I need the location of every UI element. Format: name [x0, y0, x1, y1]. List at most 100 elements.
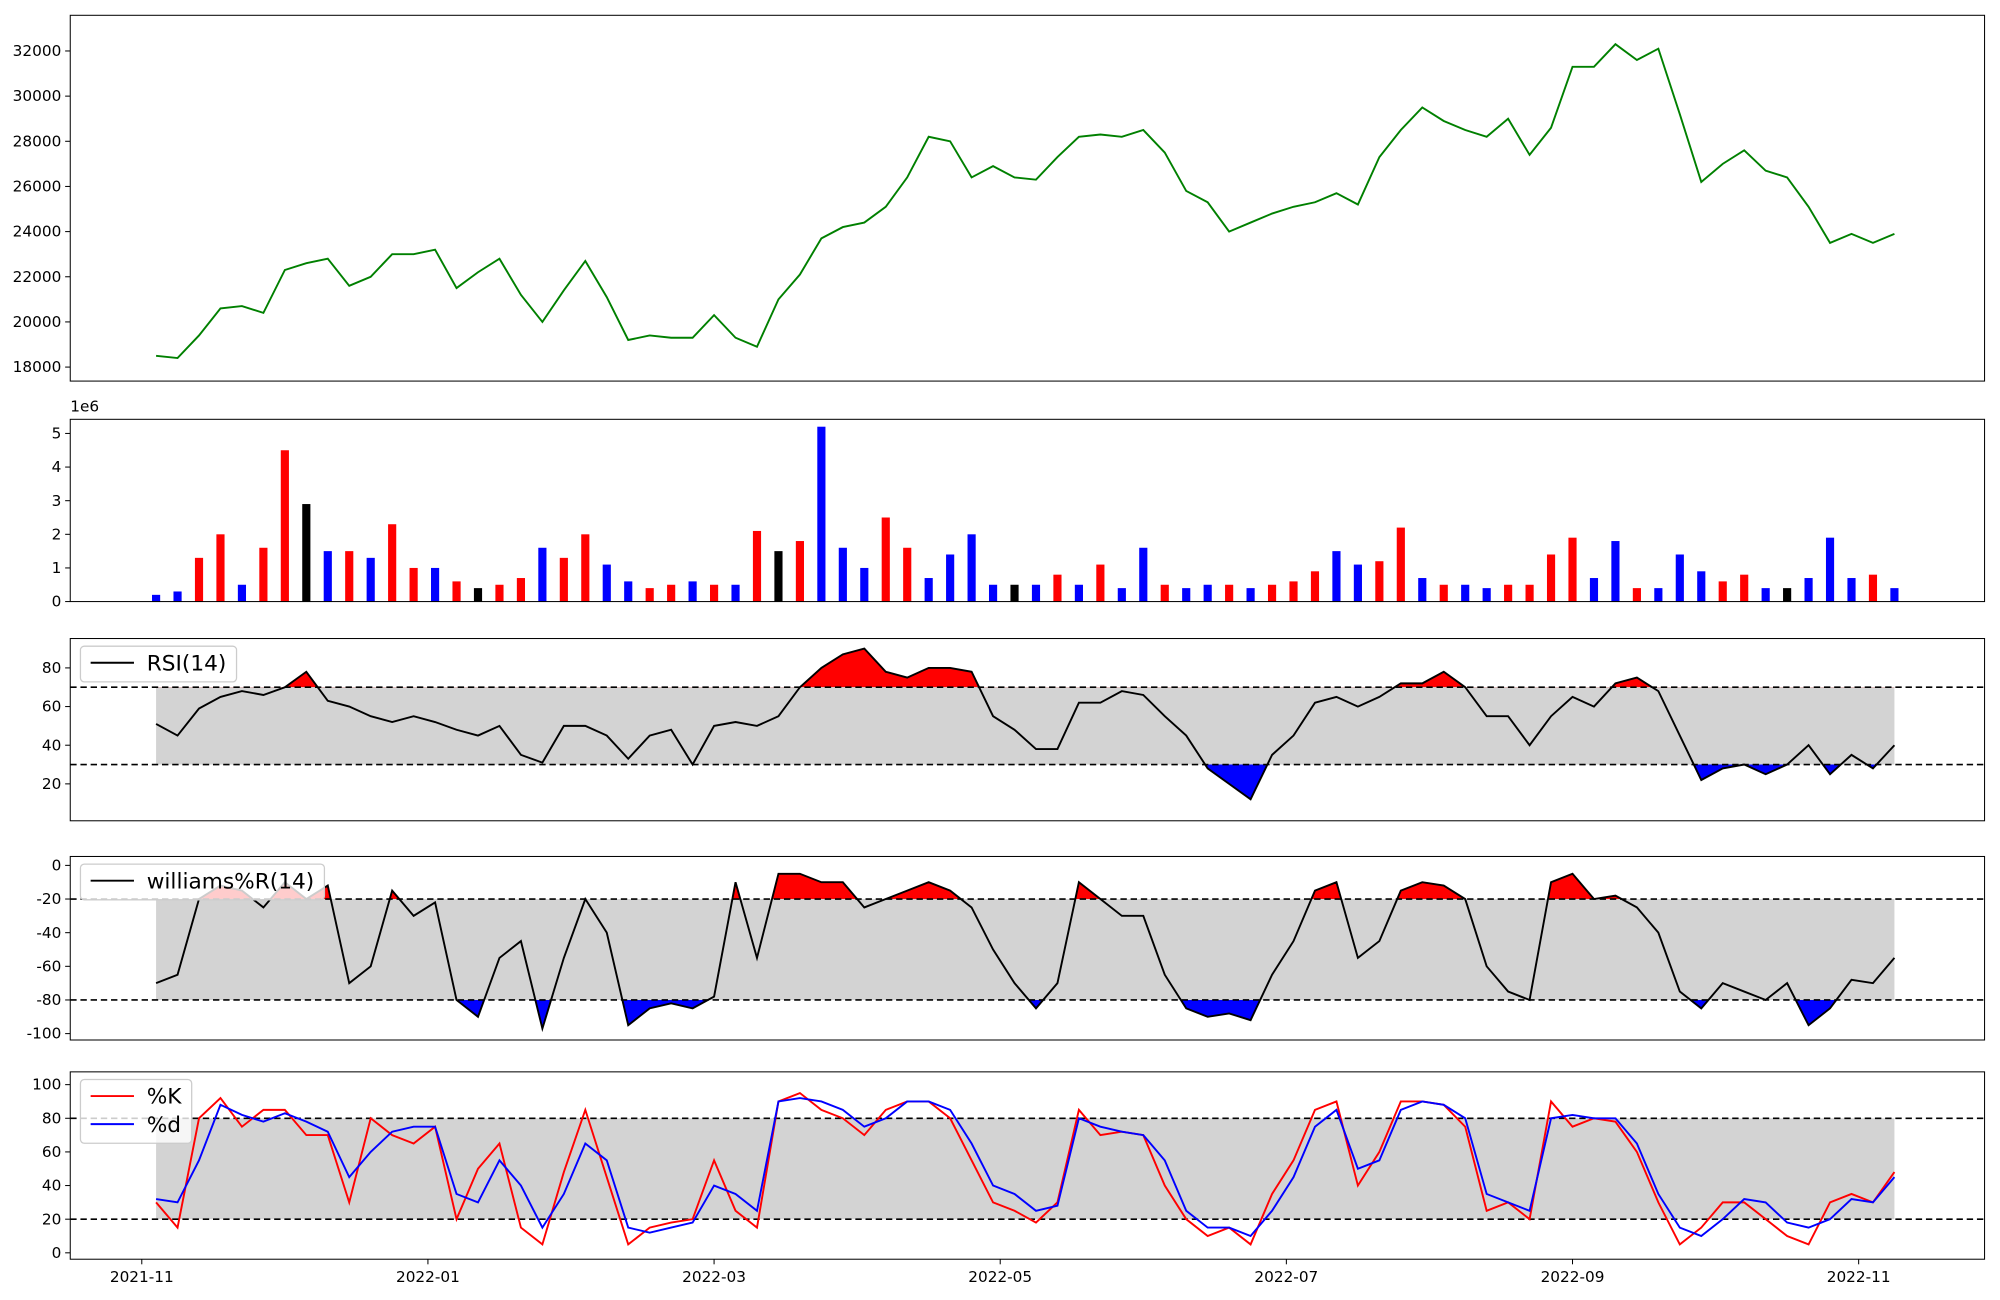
volume-bar — [1074, 584, 1083, 602]
y-tick-label: 32000 — [13, 42, 62, 60]
x-tick-label: 2022-05 — [968, 1268, 1032, 1286]
volume-bar — [1332, 551, 1341, 602]
volume-bar — [1589, 578, 1599, 602]
indicator-line — [155, 1097, 1896, 1238]
x-tick-label: 2021-11 — [110, 1268, 174, 1286]
y-tick-label: -100 — [27, 1025, 62, 1043]
legend: RSI(14) — [79, 645, 238, 683]
volume-bar — [1847, 578, 1856, 602]
volume-bar — [1096, 564, 1105, 602]
y-tick-label: 30000 — [13, 87, 62, 105]
volume-bar — [516, 578, 526, 602]
legend: %K %d — [79, 1078, 193, 1144]
volume-bar — [152, 594, 161, 602]
volume-bar — [881, 517, 890, 602]
volume-bar — [1396, 527, 1405, 602]
volume-bar — [1611, 541, 1620, 602]
y-tick-label: 28000 — [13, 132, 62, 150]
x-tick-label: 2022-07 — [1254, 1268, 1318, 1286]
volume-bar — [1225, 584, 1234, 602]
volume-bar — [280, 450, 289, 602]
y-tick-label: 40 — [42, 736, 61, 754]
x-tick-label: 2022-09 — [1541, 1268, 1605, 1286]
volume-bar — [903, 547, 912, 602]
volume-bar — [1804, 578, 1813, 602]
volume-bar — [946, 554, 955, 602]
volume-bar — [1697, 571, 1706, 602]
volume-bar — [774, 551, 783, 602]
y-tick-label: 40 — [42, 1177, 61, 1195]
legend-box — [79, 863, 326, 901]
volume-bar — [538, 547, 547, 602]
volume-bar — [1160, 584, 1169, 602]
y-tick-label: 60 — [42, 698, 61, 716]
volume-bar — [1761, 588, 1770, 602]
y-tick-label: 20000 — [13, 313, 62, 331]
volume-bar — [581, 534, 590, 602]
y-tick-label: 3 — [52, 492, 62, 510]
volume-bar — [1461, 584, 1470, 602]
y-tick-label: -80 — [36, 991, 61, 1009]
volume-bar — [559, 557, 568, 602]
y-tick-label: -20 — [36, 890, 61, 908]
neutral-band — [156, 687, 1895, 765]
y-tick-label: 0 — [52, 593, 62, 611]
panel-frame — [69, 1071, 1986, 1260]
y-tick-label: 1 — [52, 559, 62, 577]
y-tick-label: 18000 — [13, 358, 62, 376]
volume-bar — [259, 547, 268, 602]
legend-box — [79, 645, 238, 683]
volume-bar — [1740, 574, 1749, 602]
volume-bar — [1632, 588, 1641, 602]
volume-bar — [838, 547, 847, 602]
volume-bar — [1525, 584, 1534, 602]
volume-bar — [409, 567, 418, 602]
legend-label: williams%R(14) — [147, 869, 315, 894]
volume-bar — [237, 584, 247, 602]
x-tick-label: 2022-03 — [682, 1268, 746, 1286]
volume-bar — [1654, 588, 1663, 602]
volume-bar — [194, 557, 204, 602]
volume-bar — [495, 584, 504, 602]
volume-bar — [1010, 584, 1019, 602]
panel-frame — [69, 418, 1986, 603]
volume-bar — [731, 584, 740, 602]
volume-bar — [1289, 581, 1298, 602]
volume-bar — [1353, 564, 1362, 602]
y-tick-label: 100 — [32, 1076, 61, 1094]
indicator-line — [155, 647, 1896, 801]
volume-bar — [1783, 588, 1792, 602]
y-tick-label: 0 — [52, 1244, 62, 1262]
y-tick-label: 20 — [42, 1210, 61, 1228]
y-tick-label: 24000 — [13, 223, 62, 241]
panel-frame — [69, 638, 1986, 822]
volume-bar — [431, 567, 440, 602]
volume-bar — [924, 578, 933, 602]
y-tick-label: -40 — [36, 924, 61, 942]
volume-bar — [388, 524, 397, 602]
volume-bar — [452, 581, 461, 602]
volume-bar — [1675, 554, 1684, 602]
volume-bar — [173, 591, 182, 602]
volume-bar — [1482, 588, 1491, 602]
volume-bar — [967, 534, 976, 602]
legend-label: %d — [147, 1113, 181, 1138]
volume-bar — [860, 567, 869, 602]
x-tick-label: 2022-11 — [1827, 1268, 1891, 1286]
volume-bar — [1568, 537, 1577, 602]
volume-bar — [1890, 588, 1899, 602]
volume-bar — [688, 581, 697, 602]
volume-bar — [302, 504, 311, 602]
volume-bar — [1053, 574, 1062, 602]
x-tick-label: 2022-01 — [396, 1268, 460, 1286]
y-tick-label: 80 — [42, 659, 61, 677]
y-tick-label: 2 — [52, 525, 62, 543]
axis-offset-label: 1e6 — [70, 398, 99, 416]
indicator-line — [155, 872, 1896, 1033]
y-tick-label: -60 — [36, 957, 61, 975]
indicator-line — [155, 1091, 1896, 1247]
volume-bar — [473, 588, 483, 602]
volume-bar — [1418, 578, 1427, 602]
volume-bar — [1031, 584, 1041, 602]
